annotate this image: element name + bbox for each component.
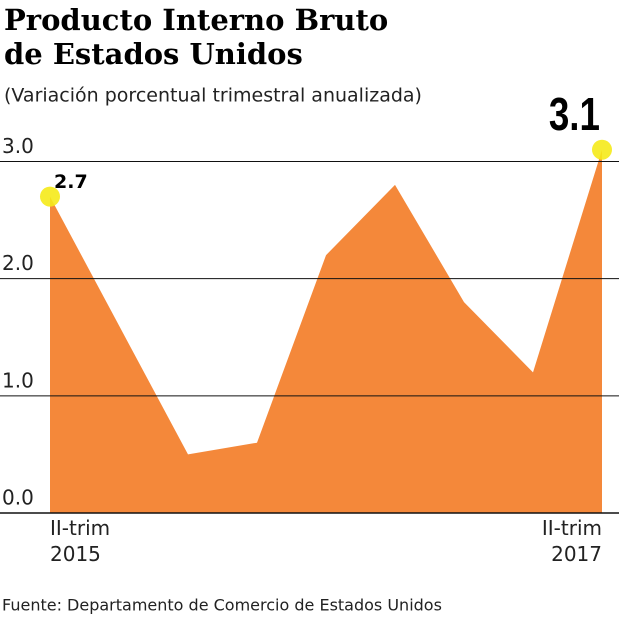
chart-subtitle: (Variación porcentual trimestral anualiz… — [4, 85, 422, 107]
y-tick-label: 2.0 — [2, 251, 34, 275]
x-tick-label: II-trim 2017 — [541, 516, 602, 566]
y-tick-label: 1.0 — [2, 368, 34, 392]
highlight-point — [40, 186, 60, 207]
y-tick-label: 3.0 — [2, 134, 34, 158]
chart-title: Producto Interno Bruto de Estados Unidos — [4, 3, 388, 71]
source: Fuente: Departamento de Comercio de Esta… — [2, 596, 442, 615]
x-tick-label: II-trim 2015 — [50, 516, 111, 566]
value-label: 3.1 — [549, 88, 600, 140]
area — [50, 149, 602, 513]
highlight-point — [592, 139, 612, 160]
value-label: 2.7 — [54, 171, 88, 193]
y-tick-label: 0.0 — [2, 486, 34, 510]
